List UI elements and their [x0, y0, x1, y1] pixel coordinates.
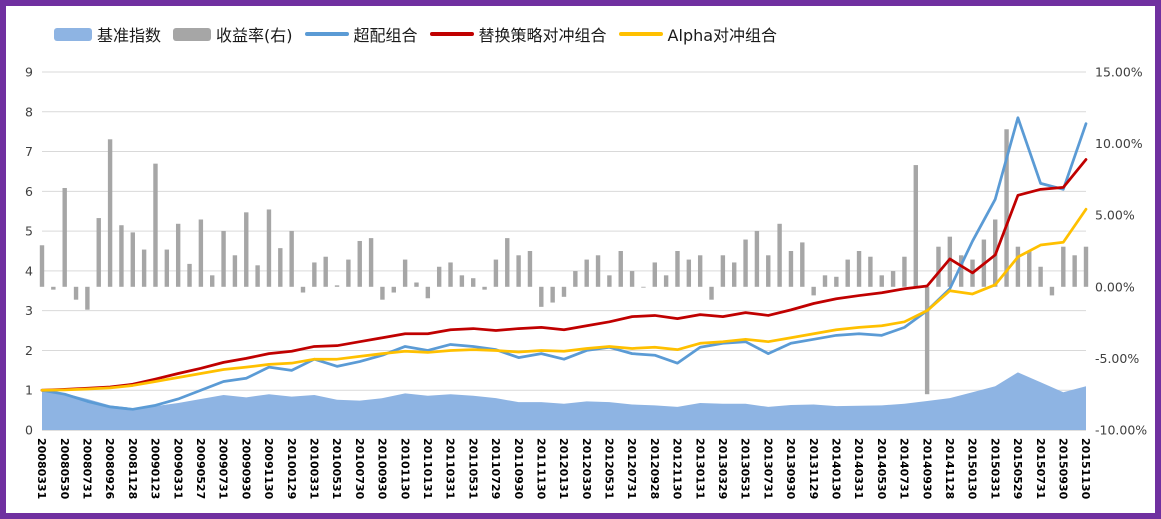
svg-text:20100730: 20100730 — [353, 438, 366, 500]
svg-text:20120330: 20120330 — [580, 438, 593, 500]
svg-text:20150731: 20150731 — [1034, 438, 1047, 499]
svg-text:20110930: 20110930 — [512, 438, 525, 500]
benchmark-area-swatch-icon — [54, 27, 92, 41]
legend-item-return-rate: 收益率(右) — [173, 22, 293, 46]
svg-text:20080530: 20080530 — [58, 438, 71, 500]
svg-text:5: 5 — [25, 224, 33, 239]
svg-text:2: 2 — [25, 343, 33, 358]
legend-item-replacement-hedge: 替换策略对冲组合 — [429, 22, 607, 46]
svg-text:0: 0 — [25, 423, 33, 438]
svg-text:20150130: 20150130 — [966, 438, 979, 500]
svg-text:15.00%: 15.00% — [1095, 65, 1143, 80]
svg-text:5.00%: 5.00% — [1095, 208, 1135, 223]
svg-text:-10.00%: -10.00% — [1095, 423, 1147, 438]
replacement-line-swatch-icon — [429, 32, 474, 36]
svg-text:20131129: 20131129 — [807, 438, 820, 499]
svg-text:20110331: 20110331 — [444, 438, 457, 499]
svg-text:20080731: 20080731 — [81, 438, 94, 499]
svg-text:20080331: 20080331 — [35, 438, 48, 499]
svg-text:20150529: 20150529 — [1011, 438, 1024, 499]
svg-text:20110131: 20110131 — [421, 438, 434, 499]
legend-label-overweight: 超配组合 — [353, 26, 418, 45]
svg-text:20090731: 20090731 — [217, 438, 230, 499]
svg-text:6: 6 — [25, 184, 33, 199]
legend-label-benchmark: 基准指数 — [97, 26, 162, 45]
svg-text:20081128: 20081128 — [126, 438, 139, 499]
legend: 基准指数 收益率(右) 超配组合 替换策略对冲组合 Alpha对冲组合 — [54, 22, 777, 46]
svg-text:20110531: 20110531 — [466, 438, 479, 499]
svg-text:20130131: 20130131 — [693, 438, 706, 499]
svg-text:20140130: 20140130 — [829, 438, 842, 500]
svg-text:20141128: 20141128 — [943, 438, 956, 499]
svg-text:20090930: 20090930 — [239, 438, 252, 500]
alpha-line-swatch-icon — [618, 32, 663, 36]
svg-text:20120131: 20120131 — [557, 438, 570, 499]
svg-text:20140731: 20140731 — [898, 438, 911, 499]
svg-text:20130531: 20130531 — [739, 438, 752, 499]
svg-text:20120928: 20120928 — [648, 438, 661, 499]
overweight-line-swatch-icon — [304, 32, 349, 36]
svg-text:20120731: 20120731 — [625, 438, 638, 499]
svg-text:8: 8 — [25, 104, 33, 119]
legend-item-alpha-hedge: Alpha对冲组合 — [618, 22, 778, 46]
svg-text:20140331: 20140331 — [852, 438, 865, 499]
svg-text:1: 1 — [25, 383, 33, 398]
legend-label-alpha: Alpha对冲组合 — [667, 26, 778, 45]
svg-text:20151130: 20151130 — [1079, 438, 1092, 500]
svg-text:3: 3 — [25, 303, 33, 318]
svg-text:20150331: 20150331 — [988, 438, 1001, 499]
svg-text:20140930: 20140930 — [920, 438, 933, 500]
svg-text:-5.00%: -5.00% — [1095, 351, 1139, 366]
svg-text:20080926: 20080926 — [103, 438, 116, 500]
svg-text:20140530: 20140530 — [875, 438, 888, 500]
svg-text:20090123: 20090123 — [149, 438, 162, 499]
svg-text:20091130: 20091130 — [262, 438, 275, 500]
svg-text:20150930: 20150930 — [1056, 438, 1069, 500]
svg-text:20101130: 20101130 — [398, 438, 411, 500]
svg-text:20130731: 20130731 — [761, 438, 774, 499]
svg-text:9: 9 — [25, 65, 33, 80]
svg-text:20130930: 20130930 — [784, 438, 797, 500]
legend-item-overweight-portfolio: 超配组合 — [304, 22, 418, 46]
legend-label-return-rate: 收益率(右) — [216, 26, 293, 45]
svg-text:0.00%: 0.00% — [1095, 279, 1135, 294]
svg-text:4: 4 — [25, 263, 33, 278]
combo-chart: 9 8 7 6 5 4 3 2 1 0 15.00% 10.00% 5.00% 0.00% -5.00% -1… — [25, 65, 1147, 500]
svg-text:20110729: 20110729 — [489, 438, 502, 499]
svg-text:20100129: 20100129 — [285, 438, 298, 499]
return-bar-swatch-icon — [173, 27, 212, 41]
svg-text:20100331: 20100331 — [307, 438, 320, 499]
legend-item-benchmark-index: 基准指数 — [54, 22, 161, 46]
legend-label-replacement: 替换策略对冲组合 — [478, 26, 607, 45]
svg-text:20120531: 20120531 — [603, 438, 616, 499]
svg-text:20121130: 20121130 — [671, 438, 684, 500]
svg-text:7: 7 — [25, 144, 33, 159]
svg-text:20100930: 20100930 — [376, 438, 389, 500]
svg-text:20090331: 20090331 — [171, 438, 184, 499]
svg-text:10.00%: 10.00% — [1095, 136, 1143, 151]
svg-text:20100531: 20100531 — [330, 438, 343, 499]
svg-text:20090527: 20090527 — [194, 438, 207, 499]
svg-text:20130329: 20130329 — [716, 438, 729, 499]
svg-text:20111130: 20111130 — [534, 438, 547, 500]
